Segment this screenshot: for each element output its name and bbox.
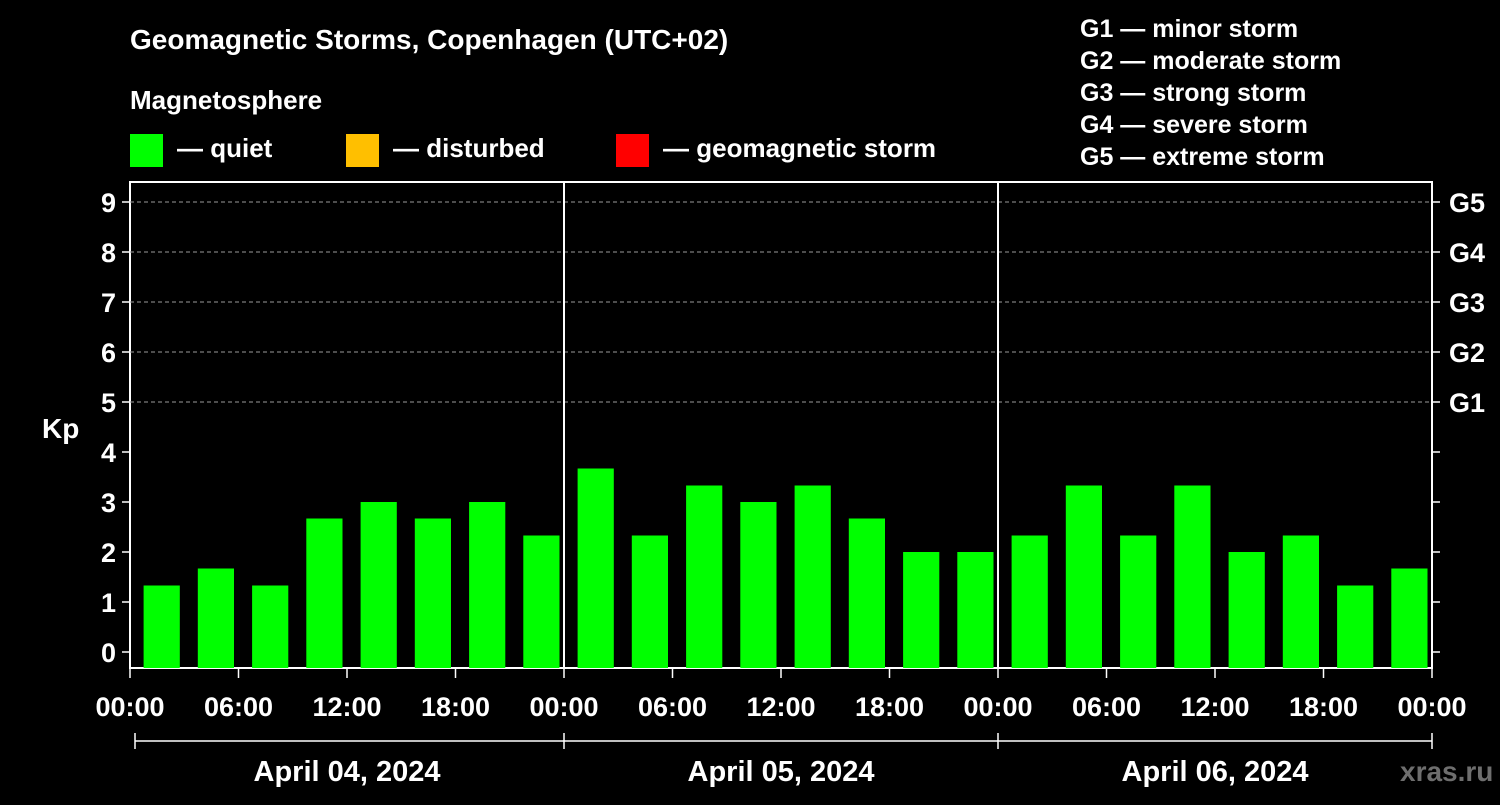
g-scale-label: G3 xyxy=(1449,288,1485,318)
y-tick-label: 1 xyxy=(101,588,116,618)
x-tick-label: 12:00 xyxy=(1180,692,1249,722)
kp-bar xyxy=(414,518,451,668)
x-tick-label: 12:00 xyxy=(312,692,381,722)
kp-bar xyxy=(1011,535,1048,668)
y-tick-label: 8 xyxy=(101,238,116,268)
y-tick-label: 6 xyxy=(101,338,116,368)
y-axis-label: Kp xyxy=(42,413,79,444)
kp-bar xyxy=(197,568,234,668)
kp-bar xyxy=(469,502,506,668)
x-tick-label: 06:00 xyxy=(1072,692,1141,722)
storm-scale-g5: G5 — extreme storm xyxy=(1080,143,1325,171)
kp-bar xyxy=(794,485,831,668)
x-tick-label: 12:00 xyxy=(746,692,815,722)
date-label: April 04, 2024 xyxy=(254,756,441,788)
kp-bar xyxy=(1120,535,1157,668)
legend-label-storm: — geomagnetic storm xyxy=(663,133,936,163)
magnetosphere-label: Magnetosphere xyxy=(130,85,322,115)
y-tick-label: 2 xyxy=(101,538,116,568)
legend-label-quiet: — quiet xyxy=(177,133,273,163)
g-scale-label: G1 xyxy=(1449,388,1485,418)
x-tick-label: 18:00 xyxy=(421,692,490,722)
kp-bar xyxy=(1282,535,1319,668)
kp-bar xyxy=(903,552,940,668)
storm-scale-g2: G2 — moderate storm xyxy=(1080,47,1341,75)
y-tick-label: 3 xyxy=(101,488,116,518)
kp-bar xyxy=(306,518,343,668)
storm-scale-list: G1 — minor storm G2 — moderate storm G3 … xyxy=(1080,15,1341,171)
x-tick-label: 00:00 xyxy=(1397,692,1466,722)
legend-label-disturbed: — disturbed xyxy=(393,133,545,163)
kp-bar xyxy=(1337,585,1374,668)
kp-bar xyxy=(143,585,180,668)
legend-swatch-quiet xyxy=(130,134,163,167)
kp-bar xyxy=(360,502,397,668)
g-scale-label: G5 xyxy=(1449,188,1485,218)
y-tick-label: 4 xyxy=(101,438,116,468)
storm-scale-g3: G3 — strong storm xyxy=(1080,79,1306,107)
watermark: xras.ru xyxy=(1400,756,1493,787)
legend-swatch-disturbed xyxy=(346,134,379,167)
x-tick-label: 06:00 xyxy=(204,692,273,722)
legend-swatch-storm xyxy=(616,134,649,167)
chart-title: Geomagnetic Storms, Copenhagen (UTC+02) xyxy=(130,24,728,55)
g-scale-label: G4 xyxy=(1449,238,1485,268)
kp-bar xyxy=(1391,568,1428,668)
plot-area: 0 1 2 3 4 5 6 7 8 9 G1 G2 G3 G4 G5 00:00 06:00 12:00 18:00… xyxy=(95,181,1485,788)
y-tick-label: 9 xyxy=(101,188,116,218)
g-scale-label: G2 xyxy=(1449,338,1485,368)
x-tick-label: 00:00 xyxy=(95,692,164,722)
x-tick-label: 06:00 xyxy=(638,692,707,722)
kp-bar xyxy=(686,485,723,668)
kp-bar xyxy=(523,535,560,668)
x-tick-label: 18:00 xyxy=(855,692,924,722)
kp-bar xyxy=(957,552,994,668)
legend: — quiet — disturbed — geomagnetic storm xyxy=(130,133,936,167)
kp-bar xyxy=(1174,485,1211,668)
storm-scale-g1: G1 — minor storm xyxy=(1080,15,1298,43)
x-tick-label: 00:00 xyxy=(529,692,598,722)
kp-bar xyxy=(631,535,668,668)
x-tick-label: 18:00 xyxy=(1289,692,1358,722)
kp-bar xyxy=(740,502,777,668)
storm-scale-g4: G4 — severe storm xyxy=(1080,111,1308,139)
y-tick-label: 0 xyxy=(101,638,116,668)
kp-bar xyxy=(848,518,885,668)
date-label: April 05, 2024 xyxy=(688,756,875,788)
kp-bar xyxy=(1065,485,1102,668)
kp-bar xyxy=(252,585,289,668)
y-tick-label: 5 xyxy=(101,388,116,418)
x-tick-label: 00:00 xyxy=(963,692,1032,722)
kp-bar xyxy=(1228,552,1265,668)
kp-bar xyxy=(577,468,614,668)
date-label: April 06, 2024 xyxy=(1122,756,1309,788)
y-tick-label: 7 xyxy=(101,288,116,318)
